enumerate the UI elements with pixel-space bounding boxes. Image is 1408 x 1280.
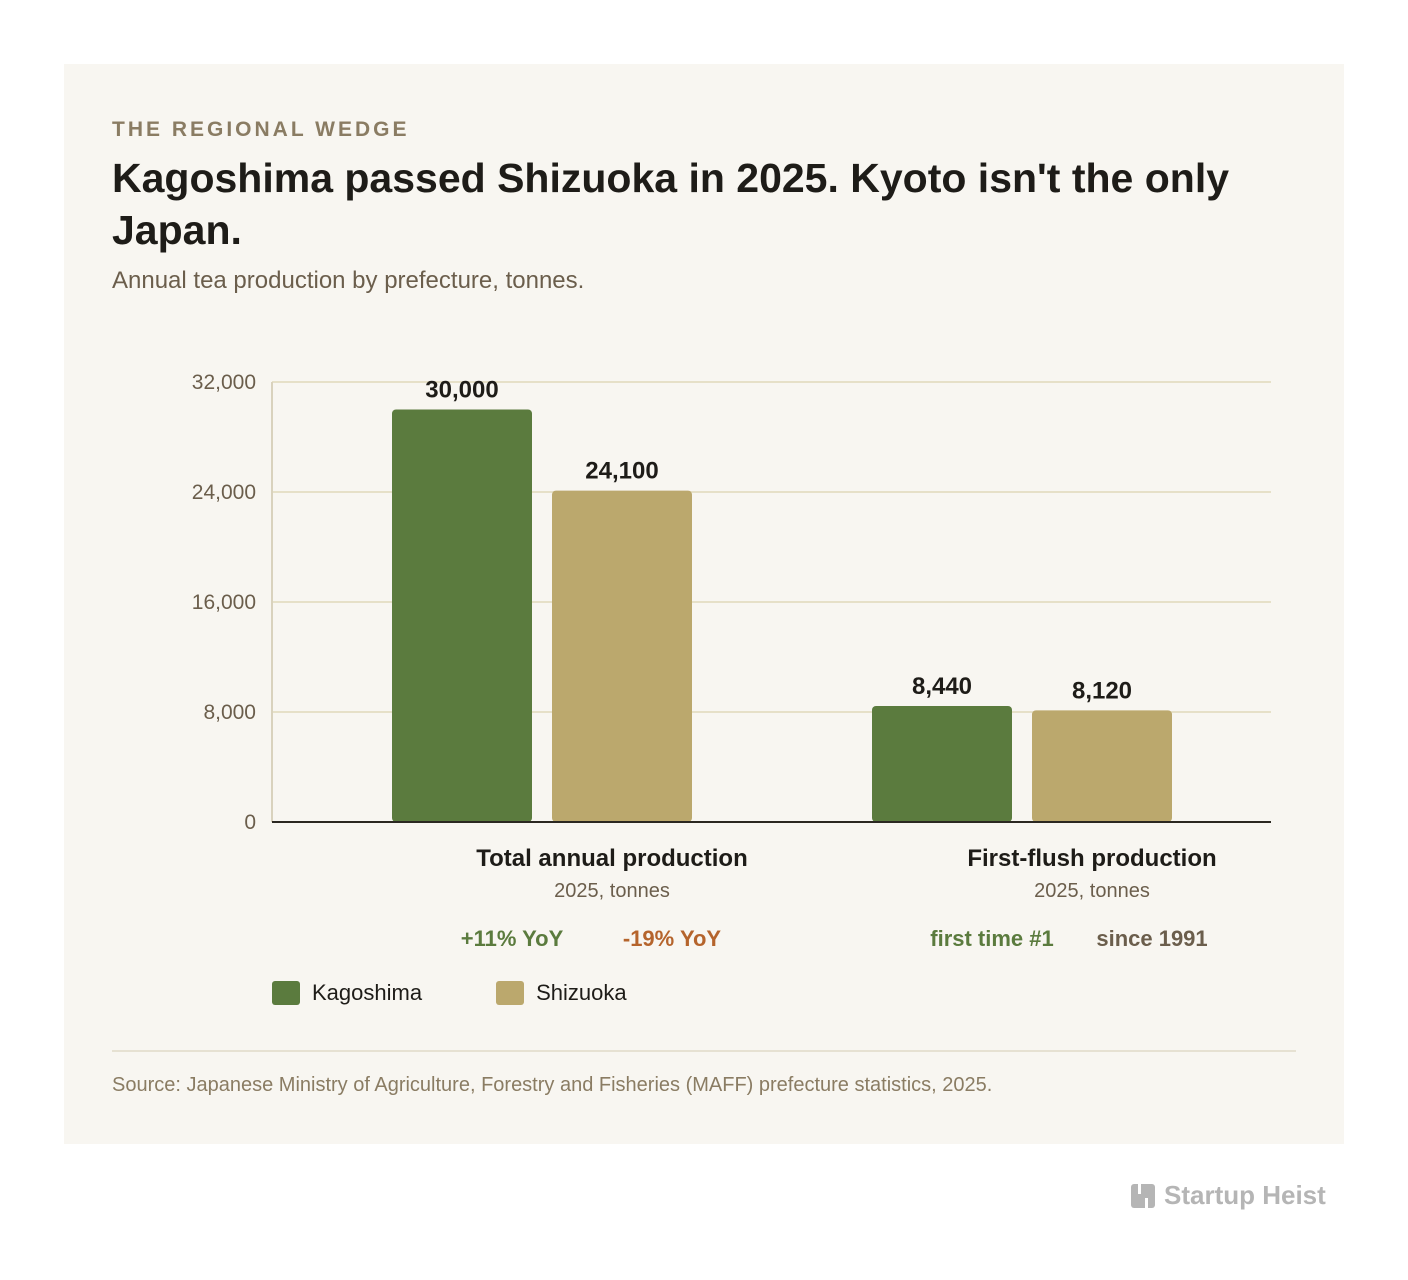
chart-subtitle: Annual tea production by prefecture, ton… bbox=[112, 267, 585, 294]
legend-item-shizuoka: Shizuoka bbox=[496, 980, 627, 1006]
source-note: Source: Japanese Ministry of Agriculture… bbox=[112, 1074, 993, 1096]
bar-kagoshima-0 bbox=[392, 409, 532, 822]
chart-title: Kagoshima passed Shizuoka in 2025. Kyoto… bbox=[112, 155, 1230, 253]
eyebrow-label: THE REGIONAL WEDGE bbox=[112, 118, 410, 141]
legend-swatch-shizuoka bbox=[496, 981, 525, 1005]
legend: Kagoshima Shizuoka bbox=[272, 980, 627, 1006]
category-subtitle: 2025, tonnes bbox=[554, 880, 670, 902]
y-tick-label: 16,000 bbox=[192, 591, 256, 614]
bar-shizuoka-0 bbox=[552, 490, 692, 822]
category-label: First-flush production bbox=[967, 845, 1216, 872]
annotation-note: first time #1 bbox=[930, 926, 1054, 951]
chart-card: THE REGIONAL WEDGE Kagoshima passed Shiz… bbox=[64, 64, 1344, 1144]
brand-mark: Startup Heist bbox=[1130, 1180, 1326, 1211]
annotation-note: +11% YoY bbox=[461, 926, 564, 951]
bar-shizuoka-1 bbox=[1032, 710, 1172, 822]
y-tick-label: 0 bbox=[244, 811, 256, 834]
legend-item-kagoshima: Kagoshima bbox=[272, 980, 422, 1006]
category-subtitle: 2025, tonnes bbox=[1034, 880, 1150, 902]
legend-label-shizuoka: Shizuoka bbox=[536, 980, 627, 1005]
legend-swatch-kagoshima bbox=[272, 981, 300, 1005]
annotation-note: -19% YoY bbox=[623, 926, 722, 951]
brand-name: Startup Heist bbox=[1164, 1180, 1326, 1210]
legend-label-kagoshima: Kagoshima bbox=[312, 980, 423, 1005]
bar-kagoshima-1 bbox=[872, 705, 1012, 822]
bar-value-label: 8,440 bbox=[912, 673, 972, 700]
annotation-note: since 1991 bbox=[1096, 926, 1207, 951]
bar-value-label: 8,120 bbox=[1072, 677, 1132, 704]
bar-value-label: 30,000 bbox=[425, 377, 498, 404]
footer-divider bbox=[112, 1050, 1296, 1052]
bar-chart: 0 8,000 16,000 24,000 32,000 30,000 24,100 Tota… bbox=[192, 371, 1271, 951]
y-tick-label: 24,000 bbox=[192, 481, 256, 504]
category-label: Total annual production bbox=[476, 845, 748, 872]
y-tick-label: 8,000 bbox=[203, 701, 256, 724]
startup-heist-logo-icon bbox=[1131, 1183, 1155, 1208]
y-tick-label: 32,000 bbox=[192, 371, 256, 394]
bar-value-label: 24,100 bbox=[585, 458, 658, 485]
